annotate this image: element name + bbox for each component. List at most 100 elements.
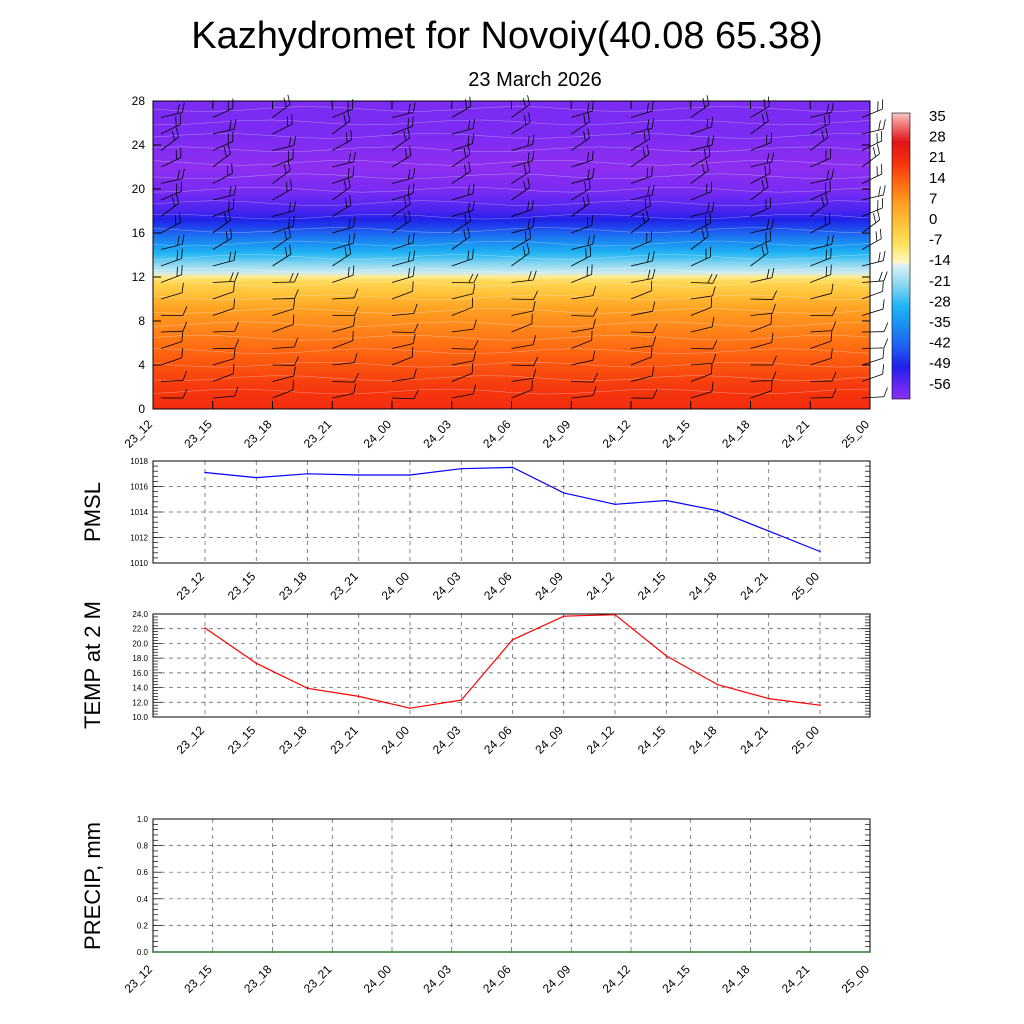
y-tick-label: 12 [132, 270, 146, 284]
precip-data-point [391, 951, 393, 953]
isotherm-line [152, 321, 871, 327]
wind-barb [690, 339, 718, 350]
wind-barb [391, 250, 416, 267]
wind-barb [160, 248, 183, 267]
wind-barb [630, 118, 655, 135]
wind-barb [630, 166, 653, 184]
wind-barb [332, 353, 358, 366]
precip-data-point [809, 951, 812, 953]
temp-2m-panel: 10.0 12.0 14.0 16.0 18.0 20.0 22.0 24.0 23_12 23_… [80, 601, 871, 757]
x-tick-label: 23_15 [225, 723, 259, 757]
wind-barb [571, 150, 594, 168]
wind-barb [630, 301, 656, 316]
wind-barb [690, 317, 715, 333]
y-tick-label: 0.8 [137, 842, 149, 851]
x-tick-label: 24_03 [430, 569, 464, 603]
x-tick-label: 23_18 [276, 723, 310, 757]
temp-2m-data-point [563, 615, 565, 617]
wind-barb [690, 353, 717, 366]
wind-barb [451, 133, 475, 151]
temp-2m-data-point [768, 697, 770, 700]
wind-barb [511, 301, 536, 316]
wind-barb [272, 356, 299, 366]
wind-barb [511, 228, 531, 250]
temperature-field [153, 101, 870, 409]
wind-barb [630, 347, 653, 366]
pmsl-panel: 1010 1012 1014 1016 1018 23_12 23_15 23_18 23_21… [80, 457, 871, 603]
x-tick-label: 24_21 [737, 723, 771, 757]
x-tick-label: 24_00 [379, 569, 413, 603]
isotherm-line [152, 254, 871, 260]
y-tick-label: 1016 [130, 483, 148, 492]
x-tick-label: 24_21 [779, 417, 813, 451]
x-tick-label: 24_18 [686, 723, 720, 757]
wind-barb [630, 196, 651, 217]
wind-barb [571, 245, 592, 267]
y-tick-label: 20 [132, 182, 146, 196]
wind-barb [630, 210, 650, 234]
wind-barb [861, 364, 884, 382]
x-tick-label: 23_12 [174, 569, 208, 603]
wind-barb [451, 283, 476, 300]
wind-barb [160, 347, 184, 366]
y-tick-label: 0.2 [137, 921, 149, 930]
wind-barb [750, 332, 774, 349]
isotherm-line [152, 173, 871, 179]
wind-barb [571, 264, 593, 283]
wind-barb [630, 184, 655, 201]
wind-barb [861, 185, 886, 201]
colorbar-label: -35 [929, 314, 951, 331]
wind-barb [861, 299, 885, 316]
isotherm-line [152, 240, 871, 247]
wind-barb [750, 243, 769, 267]
wind-barb [212, 321, 239, 333]
y-tick-label: 0 [138, 402, 145, 416]
wind-barb [332, 306, 359, 317]
wind-barb [272, 114, 293, 135]
wind-barb [511, 95, 530, 118]
x-tick-label: 24_03 [430, 723, 464, 757]
wind-barb [690, 135, 715, 151]
wind-barb [272, 179, 292, 201]
precip-data-point [152, 951, 154, 953]
wind-barb [332, 177, 351, 201]
wind-barb [861, 119, 886, 135]
wind-barb [810, 264, 832, 283]
wind-barb [160, 114, 182, 135]
pmsl-data-point [460, 467, 463, 470]
x-tick-label: 23_12 [122, 417, 156, 451]
wind-barb [630, 280, 653, 300]
x-tick-label: 24_06 [481, 723, 515, 757]
pmsl-data-point [716, 509, 719, 512]
wind-barb [571, 318, 596, 333]
wind-barb [750, 152, 775, 168]
pmsl-data-point [255, 476, 258, 479]
wind-barb [212, 298, 236, 316]
wind-barb [750, 380, 773, 399]
wind-barb [332, 244, 352, 267]
temp-2m-data-point [716, 683, 719, 686]
wind-barb [511, 243, 530, 267]
wind-barb [750, 314, 772, 333]
wind-barb [750, 197, 771, 217]
wind-barb [212, 281, 235, 300]
colorbar-label: 0 [929, 211, 937, 228]
temp-2m-data-point [819, 704, 821, 706]
wind-barb [571, 234, 595, 250]
wind-barb [391, 194, 411, 217]
pmsl-data-point [204, 471, 206, 474]
y-tick-label: 14.0 [132, 684, 148, 693]
wind-barb [160, 234, 185, 250]
wind-barb [511, 335, 536, 349]
x-tick-label: 23_12 [122, 962, 156, 996]
wind-barb [272, 94, 291, 118]
pmsl-data-point [665, 499, 668, 502]
wind-barb [630, 129, 651, 151]
precip-data-point [749, 951, 752, 953]
wind-barb [272, 314, 295, 333]
x-tick-label: 24_00 [361, 962, 395, 996]
wind-barb [212, 210, 231, 234]
wind-barb [511, 177, 531, 201]
chart-title: Kazhydromet for Novoiy(40.08 65.38) [191, 15, 823, 57]
wind-barb [272, 366, 296, 382]
